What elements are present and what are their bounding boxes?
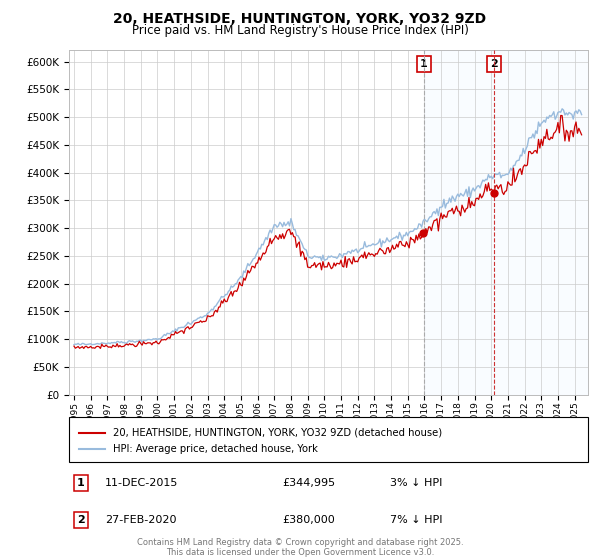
Text: 20, HEATHSIDE, HUNTINGTON, YORK, YO32 9ZD (detached house): 20, HEATHSIDE, HUNTINGTON, YORK, YO32 9Z… — [113, 428, 442, 438]
Text: 27-FEB-2020: 27-FEB-2020 — [105, 515, 176, 525]
Bar — [424, 50, 588, 395]
Text: 11-DEC-2015: 11-DEC-2015 — [105, 478, 178, 488]
Text: 1: 1 — [77, 478, 85, 488]
Text: 20, HEATHSIDE, HUNTINGTON, YORK, YO32 9ZD: 20, HEATHSIDE, HUNTINGTON, YORK, YO32 9Z… — [113, 12, 487, 26]
Text: 2: 2 — [77, 515, 85, 525]
Text: £380,000: £380,000 — [282, 515, 335, 525]
Text: Price paid vs. HM Land Registry's House Price Index (HPI): Price paid vs. HM Land Registry's House … — [131, 24, 469, 36]
Text: 1: 1 — [420, 59, 427, 69]
Text: HPI: Average price, detached house, York: HPI: Average price, detached house, York — [113, 445, 318, 455]
FancyBboxPatch shape — [69, 417, 588, 462]
Text: Contains HM Land Registry data © Crown copyright and database right 2025.
This d: Contains HM Land Registry data © Crown c… — [137, 538, 463, 557]
Text: 3% ↓ HPI: 3% ↓ HPI — [390, 478, 442, 488]
Text: £344,995: £344,995 — [282, 478, 335, 488]
Text: 2: 2 — [490, 59, 498, 69]
Text: 7% ↓ HPI: 7% ↓ HPI — [390, 515, 443, 525]
